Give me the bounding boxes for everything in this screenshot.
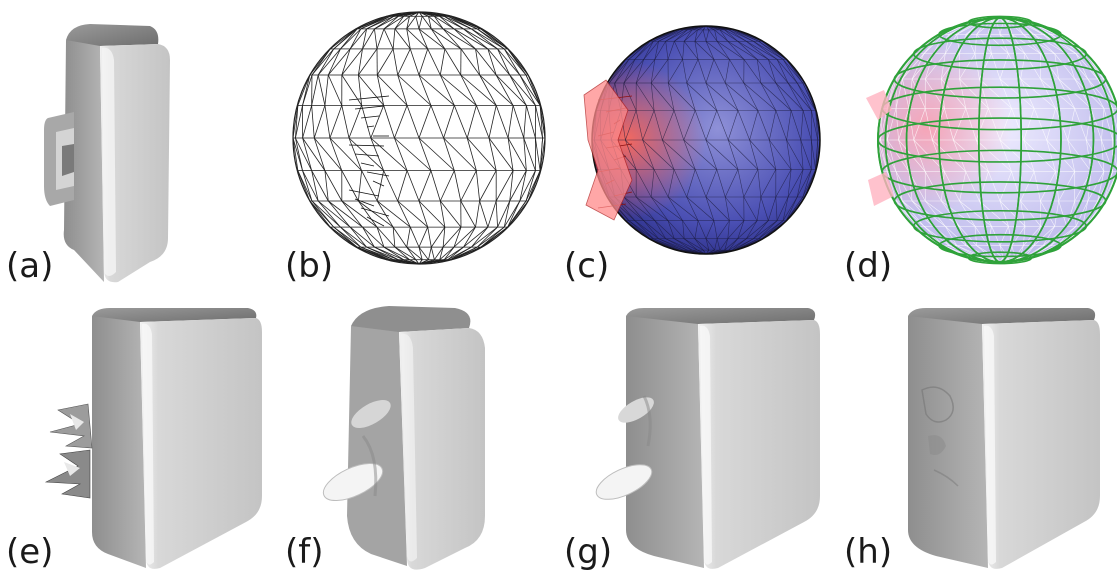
panel-h-label: (h): [844, 532, 893, 572]
sphere-with-lat-long-grid: [866, 15, 1117, 265]
panel-d-label: (d): [844, 246, 893, 286]
wireframe-sphere: [292, 11, 546, 265]
box-with-protrusions: [595, 308, 820, 569]
panel-f: (f): [279, 286, 558, 572]
panel-b: (b): [279, 0, 558, 286]
panel-e: (e): [0, 286, 279, 572]
panel-c: (c): [558, 0, 837, 286]
panel-g: (g): [558, 286, 837, 572]
panel-b-label: (b): [285, 246, 334, 286]
panel-c-label: (c): [564, 246, 610, 286]
panel-f-label: (f): [285, 532, 324, 572]
box-with-spiky-artifact: [44, 308, 262, 569]
smoothed-box-with-protrusions: [322, 306, 485, 570]
panel-d: (d): [838, 0, 1117, 286]
panel-e-label: (e): [6, 532, 54, 572]
blue-sphere-with-hole-region: [583, 25, 821, 255]
box-with-faint-imprint: [908, 308, 1100, 569]
box-with-handle-render: [44, 24, 170, 283]
panel-g-label: (g): [564, 532, 613, 572]
panel-h: (h): [838, 286, 1117, 572]
panel-a: (a): [0, 0, 279, 286]
panel-a-label: (a): [6, 246, 54, 286]
